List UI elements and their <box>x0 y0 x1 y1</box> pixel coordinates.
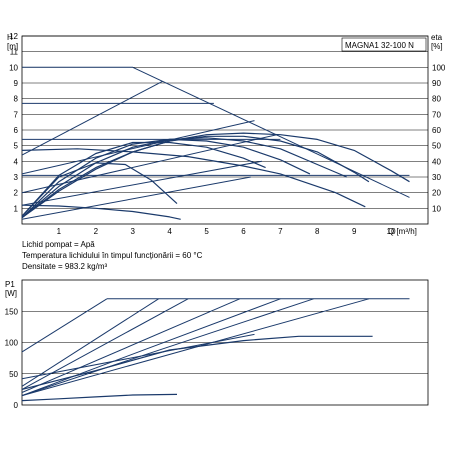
chart1-y2-tick-80: 80 <box>432 95 441 104</box>
chart2-series-6 <box>21 298 314 397</box>
chart2-series-8 <box>21 333 255 380</box>
chart1-series-12 <box>21 135 370 219</box>
chart2-series-4 <box>21 298 240 393</box>
chart2-series-10 <box>21 393 178 402</box>
chart1-series-9 <box>21 148 366 208</box>
chart1-y-tick-6: 6 <box>14 126 19 135</box>
note-temperature: Temperatura lichidului în timpul funcțio… <box>22 251 203 260</box>
model-label: MAGNA1 32-100 N <box>345 41 414 50</box>
chart2-series-5 <box>21 298 281 397</box>
chart1-y-tick-4: 4 <box>14 157 19 166</box>
chart1-y2-tick-20: 20 <box>432 189 441 198</box>
chart1-y-tick-8: 8 <box>14 95 19 104</box>
chart1-y2-tick-40: 40 <box>432 157 441 166</box>
chart1-series-11 <box>21 132 410 219</box>
chart1-series-13 <box>21 137 348 219</box>
chart1-series-5 <box>21 176 251 220</box>
chart2-series-3 <box>21 298 189 390</box>
chart1-x-ticks: 1 2 3 4 5 6 7 8 9 10 <box>57 227 396 236</box>
chart1-x-tick-10: 10 <box>387 227 396 236</box>
fluid-notes: Lichid pompat = Apă Temperatura lichidul… <box>22 240 203 271</box>
chart2-y-axis-label-symbol: P1 <box>5 280 15 289</box>
chart2-series <box>21 298 410 402</box>
chart2-y-axis-label-unit: [W] <box>5 289 17 298</box>
chart1-y2-tick-10: 10 <box>432 204 441 213</box>
chart2-y-ticks: 0 50 100 150 <box>5 307 19 410</box>
chart1-series-14 <box>21 138 311 219</box>
note-fluid: Lichid pompat = Apă <box>22 240 95 249</box>
chart1-y-tick-12: 12 <box>9 32 18 41</box>
chart1-x-tick-7: 7 <box>278 227 283 236</box>
chart1-y2-tick-50: 50 <box>432 142 441 151</box>
chart1-y2-ticks: 10 20 30 40 50 60 70 80 90 100 <box>432 63 446 213</box>
chart1-x-tick-4: 4 <box>167 227 172 236</box>
chart1-y2-axis-label-unit: [%] <box>431 42 443 51</box>
chart1-series-15 <box>21 141 266 217</box>
chart1-series-0 <box>22 66 410 198</box>
chart1-y2-tick-70: 70 <box>432 110 441 119</box>
chart1-series-2 <box>21 120 255 175</box>
chart1-y-tick-1: 1 <box>14 204 19 213</box>
chart1-y2-axis-label: eta [%] <box>431 33 443 51</box>
chart2-series-9 <box>21 335 373 390</box>
chart1-y-axis-label: H [m] <box>7 33 18 51</box>
chart1-y-tick-3: 3 <box>14 173 19 182</box>
chart1-y-tick-7: 7 <box>14 110 19 119</box>
chart1-y-axis-label-symbol: H <box>7 33 13 42</box>
chart1-y2-axis-label-symbol: eta <box>431 33 443 42</box>
chart1-series-4 <box>21 160 262 206</box>
chart2-y-tick-150: 150 <box>5 307 19 316</box>
chart1-y2-tick-90: 90 <box>432 79 441 88</box>
chart2-series-2 <box>21 298 159 387</box>
chart1-x-tick-9: 9 <box>352 227 357 236</box>
chart1-x-axis-label: Q [m³/h] <box>388 227 417 236</box>
chart1-series-10 <box>21 204 181 220</box>
chart1-y-tick-2: 2 <box>14 189 19 198</box>
chart1-x-tick-6: 6 <box>241 227 246 236</box>
chart1-y-tick-9: 9 <box>14 79 19 88</box>
chart1-y2-tick-100: 100 <box>432 63 446 72</box>
note-density: Densitate = 983.2 kg/m³ <box>22 262 107 271</box>
power-chart: 0 50 100 150 P1 [W] <box>5 279 429 410</box>
chart2-y-axis-label: P1 [W] <box>5 280 17 298</box>
chart2-series-0 <box>21 298 108 353</box>
chart1-x-tick-1: 1 <box>57 227 62 236</box>
chart2-y-tick-0: 0 <box>14 401 19 410</box>
chart1-y-tick-11: 11 <box>10 48 19 57</box>
chart1-series-1 <box>21 80 163 156</box>
chart2-y-tick-100: 100 <box>5 339 19 348</box>
chart1-series <box>21 66 410 220</box>
chart1-x-tick-8: 8 <box>315 227 320 236</box>
chart2-y-tick-50: 50 <box>9 370 18 379</box>
chart1-y-tick-5: 5 <box>14 142 19 151</box>
chart1-x-tick-5: 5 <box>204 227 209 236</box>
chart1-x-tick-3: 3 <box>131 227 136 236</box>
chart1-y-tick-10: 10 <box>9 63 18 72</box>
chart1-y-axis-label-unit: [m] <box>7 42 18 51</box>
chart1-y2-tick-60: 60 <box>432 126 441 135</box>
chart1-y2-tick-30: 30 <box>432 173 441 182</box>
chart1-grid <box>22 35 428 209</box>
chart1-series-16 <box>21 162 178 217</box>
chart1-x-tick-2: 2 <box>94 227 99 236</box>
model-label-box <box>341 37 427 52</box>
